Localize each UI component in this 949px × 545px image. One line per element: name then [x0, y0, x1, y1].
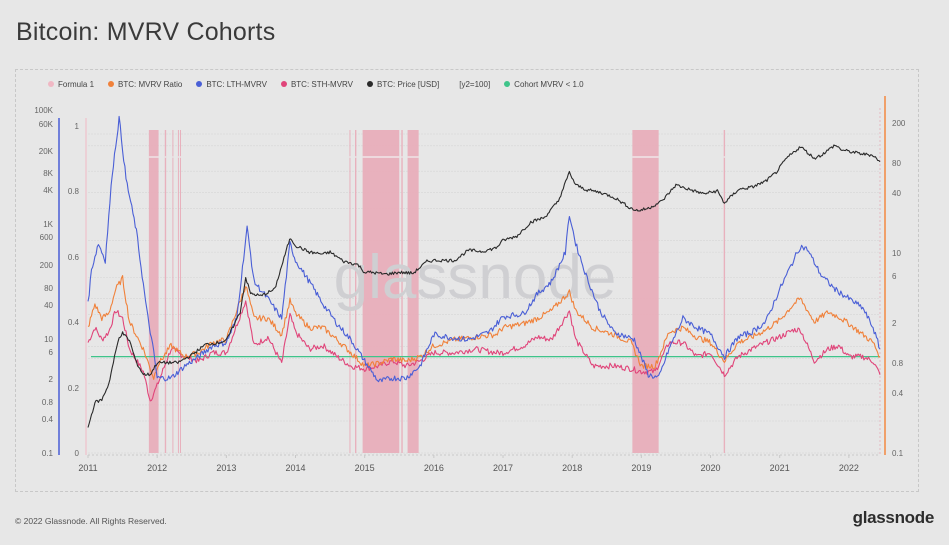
legend-label: BTC: LTH-MVRV	[206, 79, 267, 89]
mvrv-axis-tick: 40	[892, 189, 901, 198]
formula1-band	[354, 130, 357, 453]
legend-label: BTC: MVRV Ratio	[118, 79, 183, 89]
x-axis-tick: 2019	[631, 463, 651, 473]
x-axis-tick: 2015	[355, 463, 375, 473]
price-axis-tick: 40	[44, 301, 53, 310]
legend-label: BTC: Price [USD]	[377, 79, 440, 89]
formula1-band	[148, 130, 159, 453]
legend-item-mvrv-ratio[interactable]: BTC: MVRV Ratio	[108, 80, 182, 89]
legend-item-lth-mvrv[interactable]: BTC: LTH-MVRV	[196, 80, 267, 89]
price-axis-tick: 0.8	[42, 398, 54, 407]
x-axis-tick: 2022	[839, 463, 859, 473]
formula-axis-tick: 0.6	[68, 253, 80, 262]
series-btc-price-usd	[87, 144, 881, 428]
formula-axis-tick: 0.2	[68, 384, 80, 393]
formula-axis-tick: 0	[75, 449, 80, 458]
legend-dot-icon	[367, 81, 374, 87]
mvrv-axis-tick: 0.4	[892, 389, 904, 398]
x-axis-tick: 2013	[216, 463, 236, 473]
formula-axis-tick: 0.8	[68, 187, 80, 196]
price-axis-tick: 10	[44, 335, 53, 344]
series-btc-sth-mvrv	[87, 300, 881, 402]
legend-item-price[interactable]: BTC: Price [USD]	[367, 80, 439, 89]
legend-label: [y2=100]	[459, 79, 491, 89]
price-axis-tick: 600	[40, 233, 54, 242]
formula1-band	[401, 130, 403, 453]
price-axis-tick: 2	[49, 375, 54, 384]
price-axis-tick: 0.4	[42, 415, 54, 424]
mvrv-axis-tick: 80	[892, 159, 901, 168]
legend-item-cohort-threshold[interactable]: Cohort MVRV < 1.0	[504, 79, 584, 89]
chart-card	[15, 69, 919, 492]
x-axis-tick: 2021	[770, 463, 790, 473]
mvrv-axis-tick: 0.8	[892, 359, 904, 368]
mvrv-axis-tick: 200	[892, 119, 906, 128]
formula1-band	[407, 130, 419, 453]
price-axis-tick: 200	[40, 261, 54, 270]
price-axis-tick: 1K	[43, 220, 53, 229]
formula1-band	[349, 130, 351, 453]
formula1-band	[164, 130, 167, 453]
axes	[58, 96, 886, 455]
mvrv-axis-tick: 6	[892, 272, 897, 281]
price-axis-tick: 4K	[43, 186, 53, 195]
formula1-band	[179, 130, 181, 453]
formula1-band	[177, 130, 179, 453]
legend-dot-icon	[280, 81, 287, 87]
watermark: glassnode	[334, 243, 617, 312]
legend-dot-icon	[108, 81, 115, 87]
x-axis-tick: 2016	[424, 463, 444, 473]
legend-item-sth-mvrv[interactable]: BTC: STH-MVRV	[280, 79, 354, 89]
formula1-band	[723, 130, 726, 453]
series-lines	[87, 115, 881, 428]
mvrv-axis-tick: 2	[892, 319, 897, 328]
legend-item-y2-note: [y2=100]	[459, 80, 490, 89]
formula1-bands	[148, 130, 726, 453]
legend-label: Cohort MVRV < 1.0	[514, 79, 584, 89]
legend-label: Formula 1	[58, 79, 95, 89]
formula1-band	[172, 130, 174, 453]
formula-axis-tick: 1	[75, 122, 80, 131]
page-title: Bitcoin: MVRV Cohorts	[16, 18, 276, 46]
x-axis-tick: 2014	[285, 463, 305, 473]
legend-item-formula-1[interactable]: Formula 1	[48, 80, 94, 89]
x-axis-tick: 2011	[78, 463, 97, 473]
legend-dot-icon	[196, 81, 203, 87]
formula-axis-tick: 0.4	[68, 318, 80, 327]
price-axis-tick: 0.1	[42, 449, 54, 458]
footer-copyright: © 2022 Glassnode. All Rights Reserved.	[15, 516, 167, 526]
x-axis-tick: 2018	[562, 463, 582, 473]
price-axis-tick: 80	[44, 284, 53, 293]
glassnode-logo[interactable]: glassnode	[852, 508, 935, 527]
x-axis-tick: 2020	[701, 463, 721, 473]
price-axis-tick: 8K	[43, 169, 53, 178]
legend-dot-icon	[504, 81, 511, 87]
price-axis-tick: 60K	[39, 120, 54, 129]
x-axis-tick: 2012	[147, 463, 167, 473]
formula1-band	[632, 130, 659, 453]
mvrv-axis-tick: 10	[892, 249, 901, 258]
x-axis-tick: 2017	[493, 463, 513, 473]
formula1-band	[362, 130, 400, 453]
chart-legend: Formula 1 BTC: MVRV Ratio BTC: LTH-MVRV …	[48, 77, 598, 91]
price-axis-tick: 100K	[34, 106, 53, 115]
price-axis-tick: 6	[49, 348, 54, 357]
legend-dot-icon	[48, 81, 54, 87]
tick-labels: 100K60K20K8K4K1K600200804010620.80.40.11…	[34, 106, 906, 473]
legend-label: BTC: STH-MVRV	[290, 79, 354, 89]
mvrv-axis-tick: 0.1	[892, 449, 904, 458]
price-axis-tick: 20K	[39, 147, 54, 156]
grid-lines	[88, 108, 881, 456]
